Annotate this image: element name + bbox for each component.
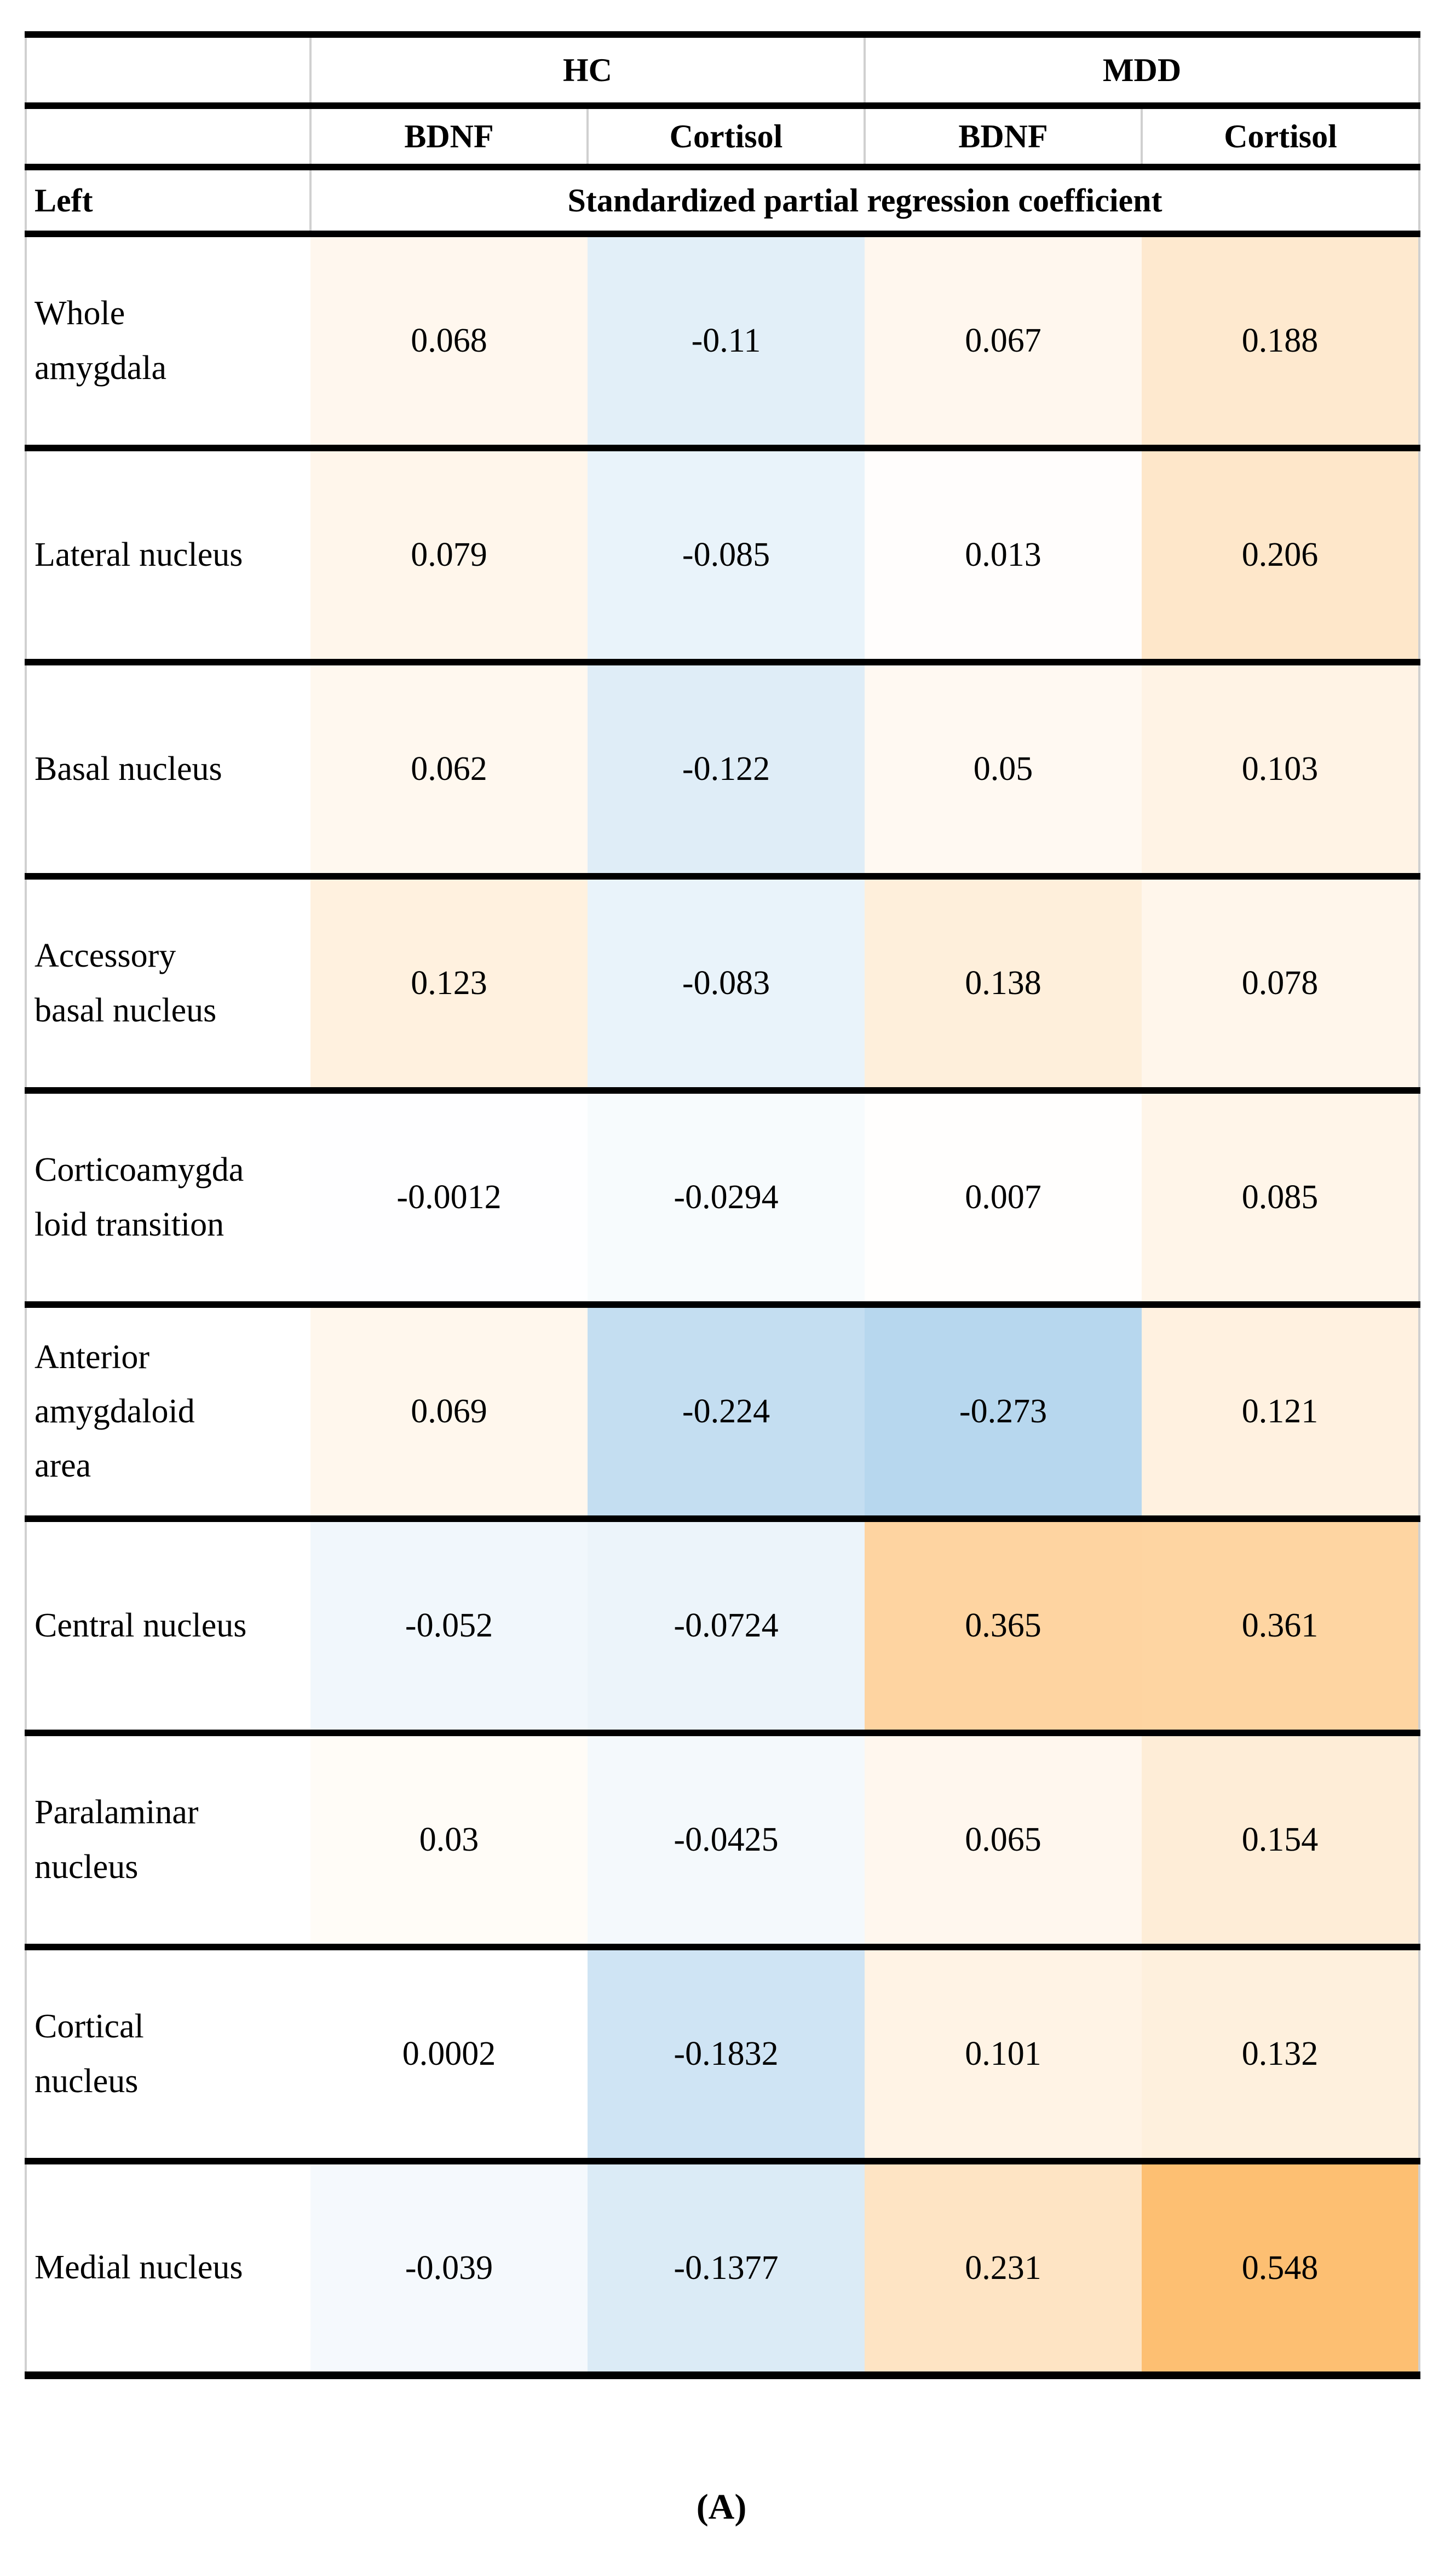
coefficient-cell: 0.138 xyxy=(865,876,1142,1090)
coefficient-cell: 0.365 xyxy=(865,1519,1142,1733)
panel-caption: (A) xyxy=(696,2487,747,2527)
coefficient-cell: -0.224 xyxy=(588,1305,865,1519)
measure-header-row: BDNF Cortisol BDNF Cortisol xyxy=(25,105,1421,168)
region-label-cell: Accessory basal nucleus xyxy=(25,876,310,1090)
region-label-cell: Whole amygdala xyxy=(25,234,310,448)
table-body: Whole amygdala 0.068 -0.11 0.067 0.188 Latera… xyxy=(25,234,1421,2375)
coefficient-cell: 0.007 xyxy=(865,1090,1142,1305)
table-row: Whole amygdala 0.068 -0.11 0.067 0.188 xyxy=(25,234,1421,448)
coefficient-cell: 0.0002 xyxy=(310,1947,588,2161)
coefficient-cell: 0.085 xyxy=(1142,1090,1421,1305)
table-row: Accessory basal nucleus 0.123 -0.083 0.138 0… xyxy=(25,876,1421,1090)
table-row: Basal nucleus 0.062 -0.122 0.05 0.103 xyxy=(25,662,1421,876)
side-label: Left xyxy=(25,166,312,235)
measure-header-hc-cortisol: Cortisol xyxy=(586,105,866,168)
corner-blank-cell xyxy=(25,33,312,107)
coefficient-cell: 0.03 xyxy=(310,1733,588,1947)
table-row: Lateral nucleus 0.079 -0.085 0.013 0.206 xyxy=(25,448,1421,662)
coefficient-cell: 0.101 xyxy=(865,1947,1142,2161)
coefficient-cell: 0.123 xyxy=(310,876,588,1090)
region-label-cell: Cortical nucleus xyxy=(25,1947,310,2161)
coefficient-cell: -0.052 xyxy=(310,1519,588,1733)
group-header-hc: HC xyxy=(309,33,866,107)
coefficient-cell: 0.188 xyxy=(1142,234,1421,448)
coefficient-cell: -0.122 xyxy=(588,662,865,876)
coefficient-cell: 0.132 xyxy=(1142,1947,1421,2161)
measure-header-hc-bdnf: BDNF xyxy=(309,105,589,168)
region-label-cell: Corticoamygdaloid transition xyxy=(25,1090,310,1305)
corner-blank-cell xyxy=(25,105,312,168)
coefficient-cell: -0.039 xyxy=(310,2161,588,2375)
coefficient-cell: 0.121 xyxy=(1142,1305,1421,1519)
coefficient-cell: 0.069 xyxy=(310,1305,588,1519)
coefficient-cell: -0.0425 xyxy=(588,1733,865,1947)
coefficient-cell: 0.548 xyxy=(1142,2161,1421,2375)
coefficient-cell: 0.361 xyxy=(1142,1519,1421,1733)
table-row: Medial nucleus -0.039 -0.1377 0.231 0.548 xyxy=(25,2161,1421,2375)
table-row: Corticoamygdaloid transition -0.0012 -0.02… xyxy=(25,1090,1421,1305)
span-header-row: Left Standardized partial regression coe… xyxy=(25,166,1421,235)
measure-header-mdd-cortisol: Cortisol xyxy=(1140,105,1421,168)
region-label-cell: Basal nucleus xyxy=(25,662,310,876)
heatmap-table: HC MDD BDNF Cortisol BDNF Cortisol Left … xyxy=(25,31,1421,2379)
region-label-cell: Lateral nucleus xyxy=(25,448,310,662)
table-row: Paralaminar nucleus 0.03 -0.0425 0.065 0.154 xyxy=(25,1733,1421,1947)
region-label-cell: Medial nucleus xyxy=(25,2161,310,2375)
coefficient-cell: 0.154 xyxy=(1142,1733,1421,1947)
table-row: Central nucleus -0.052 -0.0724 0.365 0.361 xyxy=(25,1519,1421,1733)
coefficient-cell: 0.068 xyxy=(310,234,588,448)
coefficient-cell: 0.065 xyxy=(865,1733,1142,1947)
table-header: HC MDD BDNF Cortisol BDNF Cortisol Left … xyxy=(25,33,1421,235)
coefficient-cell: -0.0294 xyxy=(588,1090,865,1305)
coefficient-cell: 0.05 xyxy=(865,662,1142,876)
coefficient-cell: 0.078 xyxy=(1142,876,1421,1090)
coefficient-cell: -0.083 xyxy=(588,876,865,1090)
coefficient-cell: 0.206 xyxy=(1142,448,1421,662)
region-label-cell: Anterior amygdaloid area xyxy=(25,1305,310,1519)
coefficient-cell: 0.013 xyxy=(865,448,1142,662)
region-label-cell: Central nucleus xyxy=(25,1519,310,1733)
coefficient-cell: -0.0012 xyxy=(310,1090,588,1305)
coefficient-cell: -0.0724 xyxy=(588,1519,865,1733)
group-header-mdd: MDD xyxy=(863,33,1421,107)
coefficient-cell: 0.231 xyxy=(865,2161,1142,2375)
table-row: Cortical nucleus 0.0002 -0.1832 0.101 0.132 xyxy=(25,1947,1421,2161)
coefficient-cell: -0.1832 xyxy=(588,1947,865,2161)
coefficient-cell: 0.062 xyxy=(310,662,588,876)
measure-header-mdd-bdnf: BDNF xyxy=(864,105,1143,168)
region-label-cell: Paralaminar nucleus xyxy=(25,1733,310,1947)
coefficient-cell: 0.079 xyxy=(310,448,588,662)
coefficient-cell: -0.085 xyxy=(588,448,865,662)
span-header: Standardized partial regression coeffici… xyxy=(309,166,1421,235)
coefficient-cell: 0.067 xyxy=(865,234,1142,448)
coefficient-cell: -0.1377 xyxy=(588,2161,865,2375)
table-row: Anterior amygdaloid area 0.069 -0.224 -0.27… xyxy=(25,1305,1421,1519)
group-header-row: HC MDD xyxy=(25,33,1421,107)
coefficient-cell: -0.11 xyxy=(588,234,865,448)
coefficient-cell: -0.273 xyxy=(865,1305,1142,1519)
coefficient-cell: 0.103 xyxy=(1142,662,1421,876)
